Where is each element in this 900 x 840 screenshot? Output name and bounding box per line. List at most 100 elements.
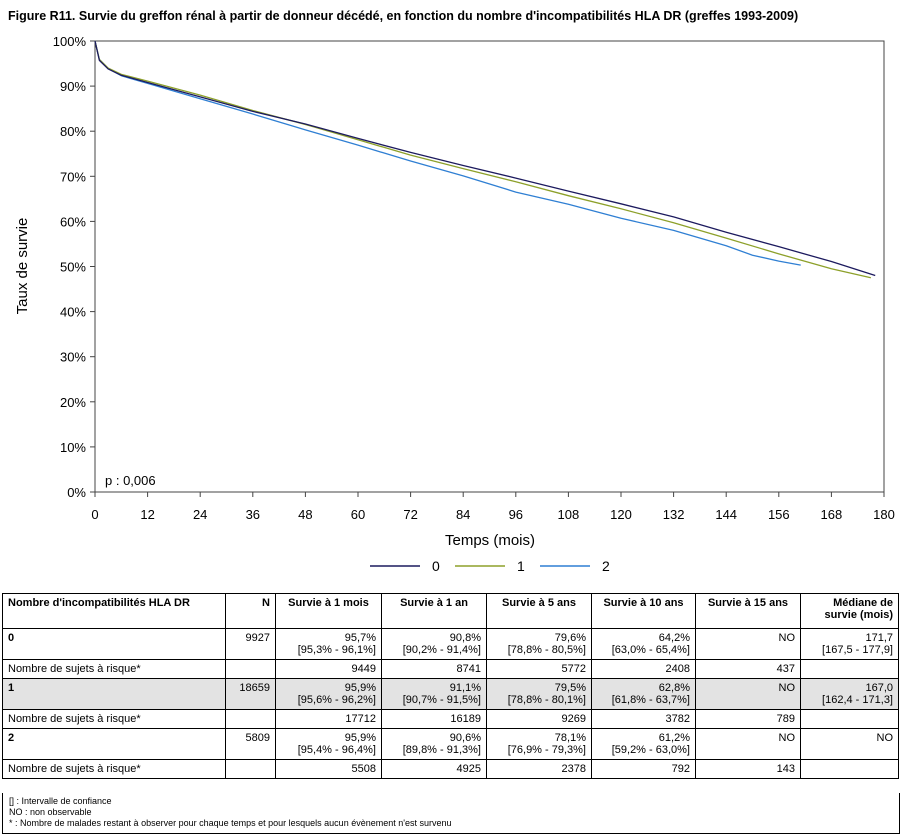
survival-value: 171,7	[865, 632, 893, 644]
survival-value: NO	[778, 632, 796, 644]
x-tick-label: 84	[456, 507, 470, 522]
survival-cell: 90,8% [90,2% - 91,4%]	[381, 628, 487, 660]
survival-cell: 171,7 [167,5 - 177,9]	[800, 628, 899, 660]
p-value-annotation: p : 0,006	[105, 473, 156, 488]
x-tick-label: 0	[91, 507, 98, 522]
at-risk-cell: 437	[695, 659, 801, 679]
survival-value: 62,8%	[658, 682, 690, 694]
header-hla-dr: Nombre d'incompatibilités HLA DR	[2, 593, 226, 629]
x-tick-label: 60	[351, 507, 365, 522]
survival-ci: [95,4% - 96,4%]	[297, 744, 376, 756]
series-group	[94, 40, 876, 279]
survival-cell: NO	[695, 728, 801, 760]
legend: 0 1 2	[370, 558, 610, 574]
series-line-0	[94, 40, 876, 277]
survival-cell: 167,0 [162,4 - 171,3]	[800, 678, 899, 710]
legend-label-2: 2	[602, 558, 610, 574]
survival-ci: [76,9% - 79,3%]	[507, 744, 586, 756]
survival-ci: [89,8% - 91,3%]	[402, 744, 481, 756]
survival-value: 61,2%	[658, 732, 690, 744]
header-15-years: Survie à 15 ans	[695, 593, 801, 629]
legend-label-0: 0	[432, 558, 440, 574]
survival-value: 90,8%	[449, 632, 481, 644]
at-risk-cell	[800, 759, 899, 779]
survival-value: 95,9%	[344, 682, 376, 694]
y-tick-label: 50%	[60, 260, 86, 275]
y-tick-label: 30%	[60, 350, 86, 365]
survival-table: Nombre d'incompatibilités HLA DR N Survi…	[2, 593, 899, 779]
survival-value: 91,1%	[449, 682, 481, 694]
y-tick-label: 40%	[60, 305, 86, 320]
x-axis-label: Temps (mois)	[445, 532, 535, 549]
x-tick-label: 144	[715, 507, 737, 522]
header-5-years: Survie à 5 ans	[486, 593, 592, 629]
survival-value: NO	[778, 682, 796, 694]
figure-title: Figure R11. Survie du greffon rénal à pa…	[8, 9, 799, 23]
plot-frame	[94, 40, 885, 493]
y-axis-label: Taux de survie	[14, 218, 31, 315]
survival-value: 90,6%	[449, 732, 481, 744]
group-n: 9927	[225, 628, 276, 660]
header-n: N	[225, 593, 276, 629]
table-row-at-risk: Nombre de sujets à risque* 17712 16189 9269…	[2, 709, 899, 729]
series-line-1	[94, 40, 871, 279]
at-risk-cell: 143	[695, 759, 801, 779]
survival-ci: [61,8% - 63,7%]	[611, 694, 690, 706]
group-label: 1	[2, 678, 226, 710]
y-tick-label: 70%	[60, 169, 86, 184]
y-axis-ticks: 0% 10% 20% 30% 40% 50% 60% 70% 80% 90% 100%	[53, 34, 95, 500]
survival-cell: 79,6% [78,8% - 80,5%]	[486, 628, 592, 660]
at-risk-cell: 5508	[275, 759, 382, 779]
note-no: NO : non observable	[9, 807, 92, 817]
header-median: Médiane de survie (mois)	[800, 593, 899, 629]
x-tick-label: 48	[298, 507, 312, 522]
at-risk-empty	[225, 759, 276, 779]
at-risk-empty	[225, 659, 276, 679]
table-row-group: 2 5809 95,9% [95,4% - 96,4%] 90,6% [89,8% - 9…	[2, 728, 899, 760]
at-risk-cell: 792	[591, 759, 696, 779]
x-tick-label: 36	[246, 507, 260, 522]
header-1-month: Survie à 1 mois	[275, 593, 382, 629]
at-risk-cell: 3782	[591, 709, 696, 729]
survival-ci: [78,8% - 80,5%]	[507, 644, 586, 656]
table-row-group: 1 18659 95,9% [95,6% - 96,2%] 91,1% [90,7% - …	[2, 678, 899, 710]
x-tick-label: 180	[873, 507, 895, 522]
y-tick-label: 100%	[53, 34, 87, 49]
at-risk-cell: 5772	[486, 659, 592, 679]
at-risk-cell: 17712	[275, 709, 382, 729]
table-header-row: Nombre d'incompatibilités HLA DR N Survi…	[2, 593, 899, 629]
survival-cell: 91,1% [90,7% - 91,5%]	[381, 678, 487, 710]
x-tick-label: 120	[610, 507, 632, 522]
at-risk-cell: 9269	[486, 709, 592, 729]
y-tick-label: 0%	[67, 485, 86, 500]
survival-ci: [95,6% - 96,2%]	[297, 694, 376, 706]
at-risk-label: Nombre de sujets à risque*	[2, 659, 226, 679]
survival-cell: 95,9% [95,4% - 96,4%]	[275, 728, 382, 760]
at-risk-cell	[800, 659, 899, 679]
series-line-2	[94, 40, 801, 266]
note-at-risk: * : Nombre de malades restant à observer…	[9, 818, 452, 828]
y-tick-label: 10%	[60, 440, 86, 455]
survival-chart: 0%10%20%30%40%50%60%70%80%90%100% 0 12 24 3…	[14, 34, 895, 574]
survival-value: 95,7%	[344, 632, 376, 644]
group-label: 2	[2, 728, 226, 760]
at-risk-cell: 789	[695, 709, 801, 729]
survival-value: 64,2%	[658, 632, 690, 644]
x-tick-label: 156	[768, 507, 790, 522]
at-risk-cell: 4925	[381, 759, 487, 779]
survival-cell: 64,2% [63,0% - 65,4%]	[591, 628, 696, 660]
survival-cell: 79,5% [78,8% - 80,1%]	[486, 678, 592, 710]
legend-label-1: 1	[517, 558, 525, 574]
y-tick-label: 90%	[60, 79, 86, 94]
survival-ci: [95,3% - 96,1%]	[297, 644, 376, 656]
survival-cell: 95,9% [95,6% - 96,2%]	[275, 678, 382, 710]
x-tick-label: 12	[140, 507, 154, 522]
at-risk-cell: 2408	[591, 659, 696, 679]
group-n: 5809	[225, 728, 276, 760]
at-risk-cell: 8741	[381, 659, 487, 679]
y-tick-label: 60%	[60, 214, 86, 229]
note-ci: [] : Intervalle de confiance	[9, 796, 112, 806]
at-risk-empty	[225, 709, 276, 729]
table-row-at-risk: Nombre de sujets à risque* 9449 8741 5772 24…	[2, 659, 899, 679]
header-10-years: Survie à 10 ans	[591, 593, 696, 629]
